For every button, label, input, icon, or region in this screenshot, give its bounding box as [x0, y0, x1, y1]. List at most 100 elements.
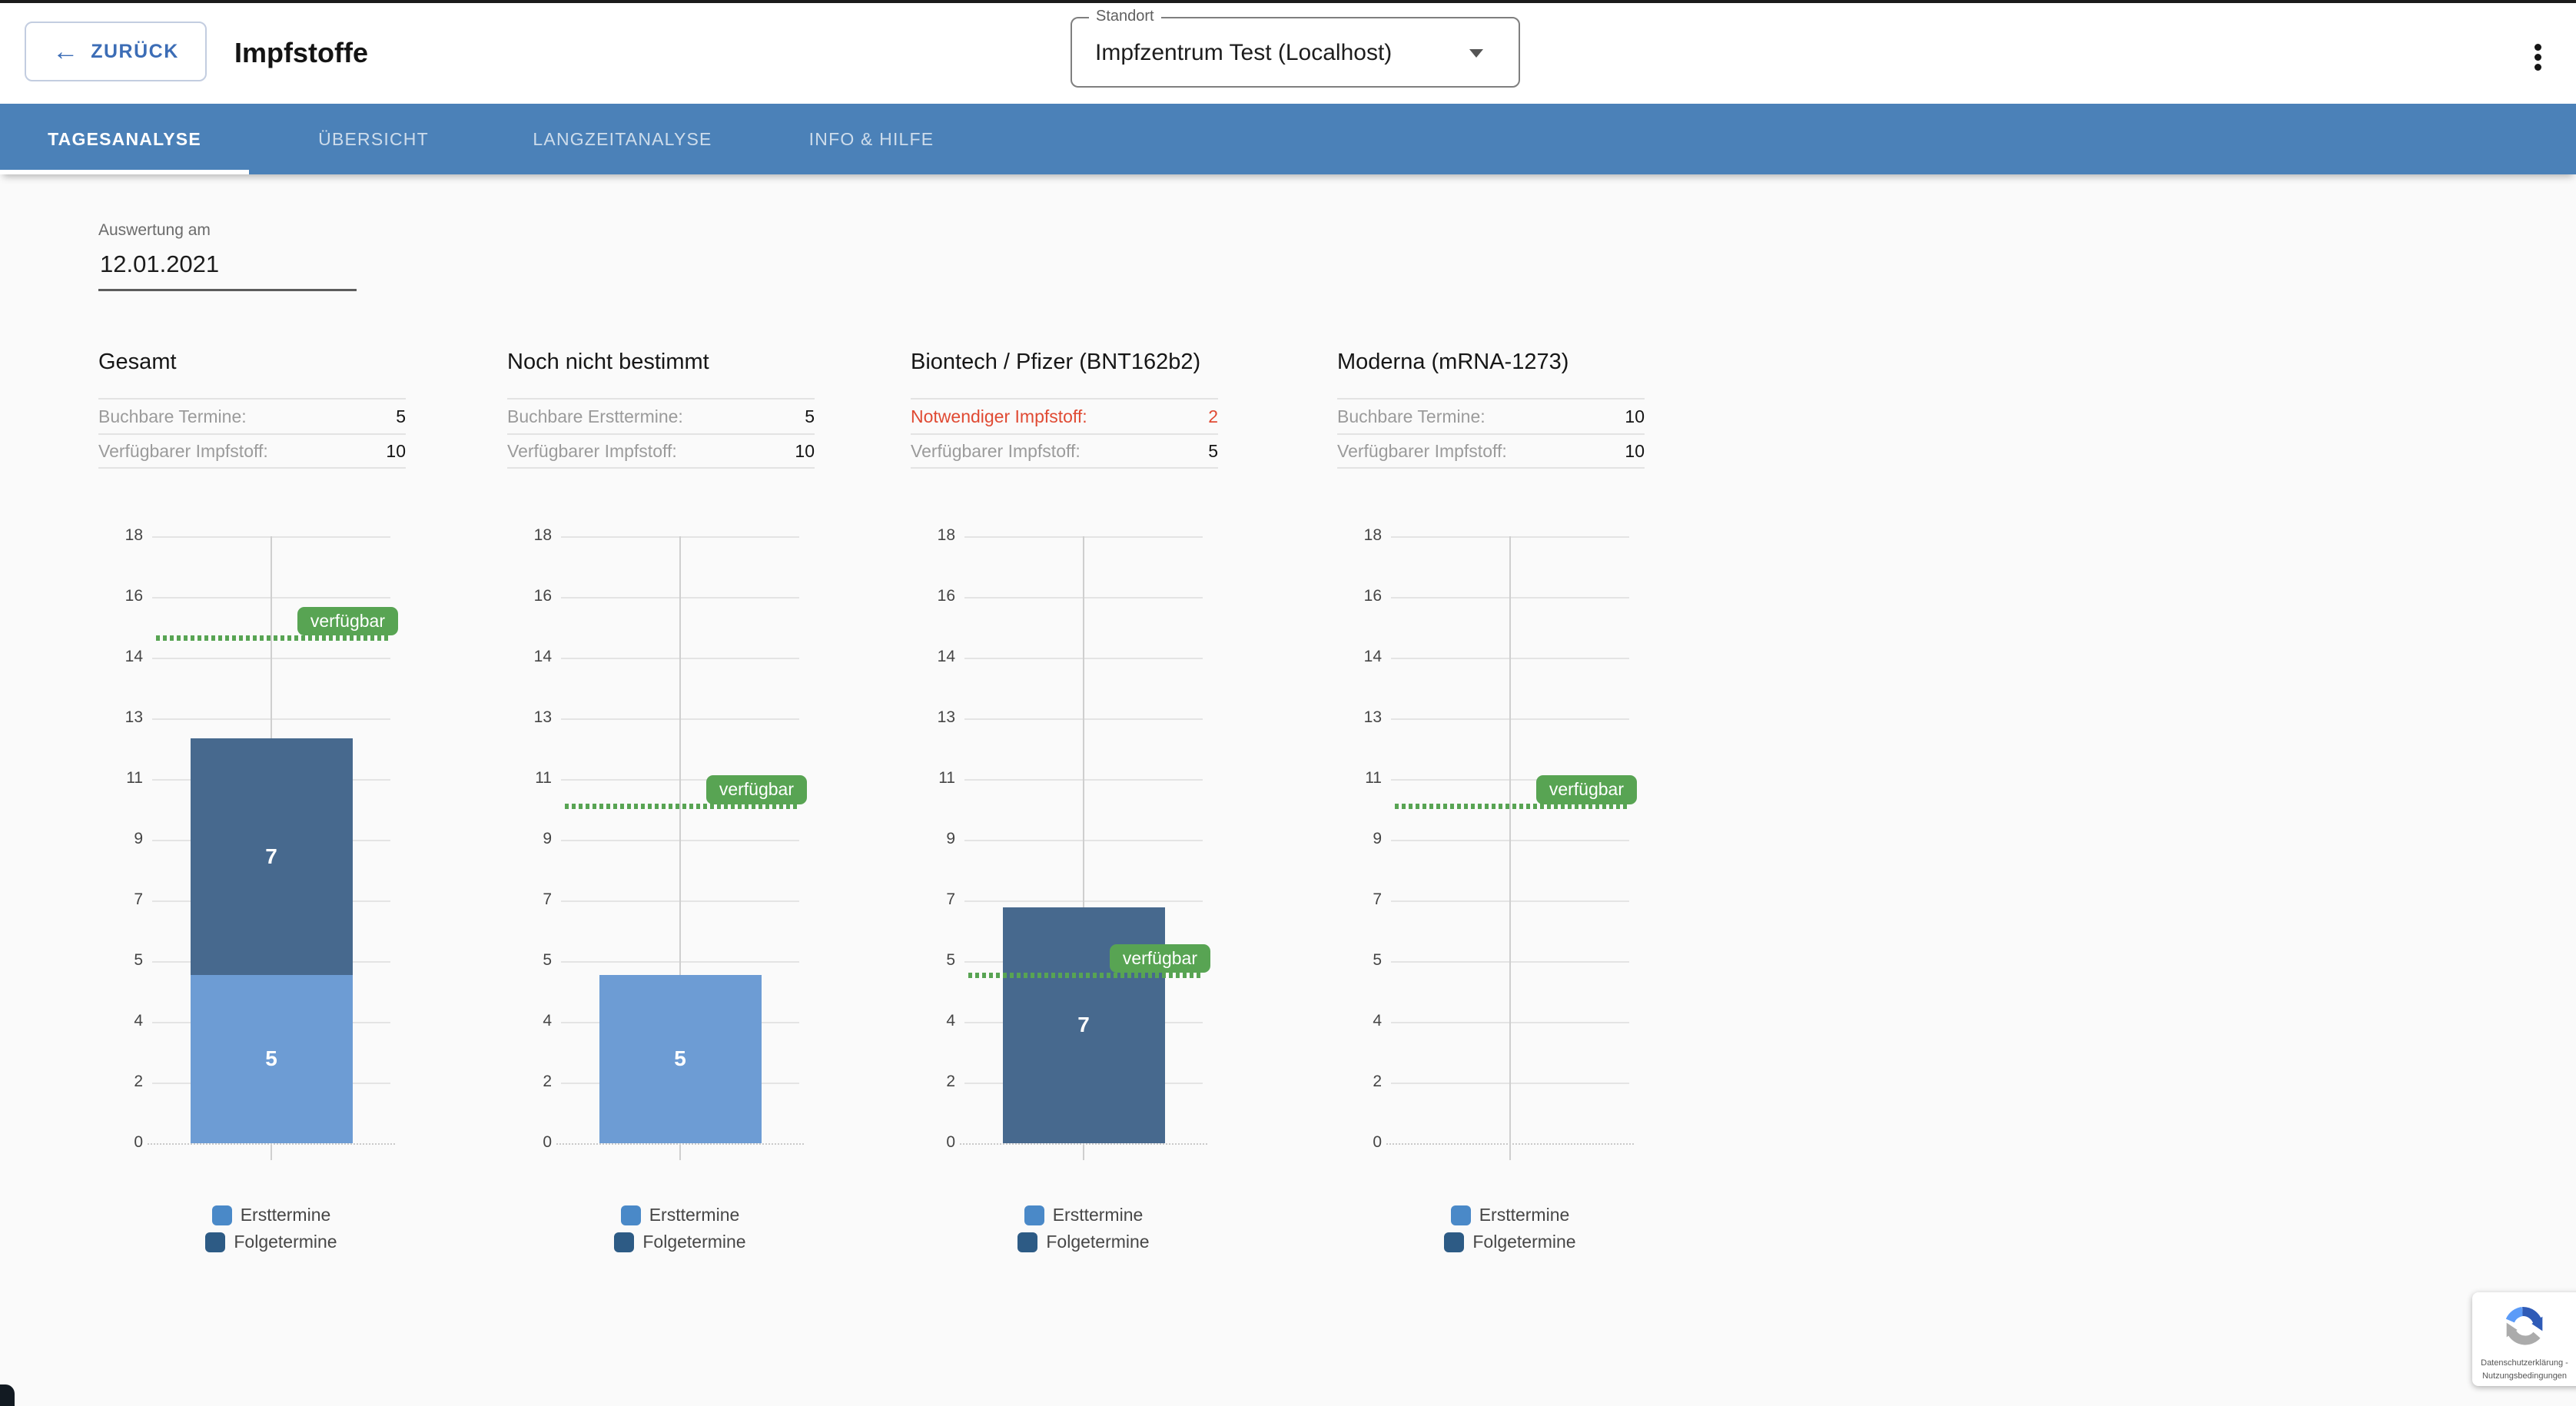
y-axis-tick-label: 11 — [535, 769, 552, 787]
stats-table: Notwendiger Impfstoff: 2 Verfügbarer Imp… — [911, 398, 1218, 469]
tab-label: ÜBERSICHT — [318, 128, 429, 149]
available-threshold-line — [565, 804, 799, 810]
y-axis-tick-label: 9 — [543, 830, 552, 847]
standort-select-label: Standort — [1089, 8, 1161, 25]
available-label-pill: verfügbar — [705, 775, 807, 804]
chart-legend: Ersttermine Folgetermine — [561, 1205, 799, 1252]
y-axis-tick-label: 11 — [938, 769, 955, 787]
chart-legend: Ersttermine Folgetermine — [964, 1205, 1203, 1252]
tab-info-hilfe[interactable]: INFO & HILFE — [747, 104, 996, 174]
evaluation-date-field: Auswertung am — [98, 221, 357, 291]
bar-chart: 0 2 4 5 7 9 11 13 14 16 18 7 verfügbar Ersttermine Fol… — [911, 526, 1218, 1283]
y-axis-tick-label: 2 — [1373, 1073, 1382, 1090]
available-label-pill: verfügbar — [1109, 943, 1210, 973]
legend-label: Ersttermine — [1052, 1205, 1144, 1225]
legend-swatch — [1450, 1205, 1471, 1225]
tab-label: LANGZEITANALYSE — [533, 128, 712, 149]
stat-label: Verfügbarer Impfstoff: — [98, 440, 268, 461]
recaptcha-badge[interactable]: Datenschutzerklärung - Nutzungsbedingung… — [2472, 1292, 2576, 1386]
legend-swatch — [205, 1232, 226, 1252]
kebab-dot — [2534, 63, 2541, 71]
stat-row: Buchbare Termine: 10 — [1337, 398, 1645, 433]
legend-swatch — [1444, 1232, 1465, 1252]
back-button-label: ZURÜCK — [91, 40, 179, 62]
y-axis-tick-label: 14 — [533, 648, 552, 665]
y-axis-tick-label: 0 — [1373, 1133, 1382, 1151]
legend-item-folgetermine: Folgetermine — [1444, 1232, 1576, 1252]
y-axis-tick-label: 4 — [946, 1012, 955, 1030]
tab-uebersicht[interactable]: ÜBERSICHT — [249, 104, 498, 174]
legend-item-folgetermine: Folgetermine — [1017, 1232, 1150, 1252]
y-axis-tick-label: 13 — [1363, 708, 1382, 726]
y-axis-tick-label: 4 — [543, 1012, 552, 1030]
panel-title: Gesamt — [98, 350, 177, 374]
back-arrow-icon: ← — [52, 37, 79, 66]
legend-item-ersttermine: Ersttermine — [1024, 1205, 1144, 1225]
available-label-pill: verfügbar — [297, 606, 398, 636]
stat-label: Verfügbarer Impfstoff: — [1337, 440, 1507, 461]
stat-row: Buchbare Termine: 5 — [98, 398, 406, 433]
y-axis-tick-label: 5 — [946, 951, 955, 969]
legend-swatch — [1024, 1205, 1044, 1225]
stat-label: Verfügbarer Impfstoff: — [911, 440, 1081, 461]
stat-value: 5 — [1208, 440, 1218, 461]
tab-tagesanalyse[interactable]: TAGESANALYSE — [0, 104, 249, 174]
available-threshold-line — [156, 635, 390, 641]
y-axis-tick-label: 16 — [533, 587, 552, 605]
overflow-menu-button[interactable] — [2522, 37, 2553, 77]
available-threshold-line — [1395, 804, 1629, 810]
stat-value: 5 — [396, 406, 406, 426]
y-axis-tick-label: 2 — [543, 1073, 552, 1090]
stats-table: Buchbare Ersttermine: 5 Verfügbarer Impf… — [507, 398, 815, 469]
y-axis-tick-label: 18 — [533, 526, 552, 544]
y-axis-tick-label: 16 — [1363, 587, 1382, 605]
legend-swatch — [620, 1205, 641, 1225]
stat-value: 5 — [805, 406, 815, 426]
y-axis-tick-label: 4 — [134, 1012, 143, 1030]
stat-row: Verfügbarer Impfstoff: 10 — [1337, 433, 1645, 469]
available-label-pill: verfügbar — [1535, 775, 1637, 804]
page-title: Impfstoffe — [234, 37, 368, 68]
y-axis-tick-label: 9 — [134, 830, 143, 847]
tab-label: TAGESANALYSE — [48, 128, 201, 149]
y-axis-tick-label: 7 — [543, 890, 552, 908]
bar-value-label: 5 — [674, 1046, 686, 1071]
category-axis-line — [1509, 536, 1511, 1160]
evaluation-date-label: Auswertung am — [98, 221, 211, 239]
back-button[interactable]: ← ZURÜCK — [25, 22, 207, 81]
screen-top-edge — [0, 0, 2576, 3]
legend-label: Ersttermine — [240, 1205, 331, 1225]
y-axis-tick-label: 14 — [124, 648, 143, 665]
y-axis-tick-label: 0 — [543, 1133, 552, 1151]
standort-select-value: Impfzentrum Test (Localhost) — [1095, 40, 1393, 65]
tab-langzeitanalyse[interactable]: LANGZEITANALYSE — [498, 104, 747, 174]
category-axis-line — [679, 536, 681, 1160]
legend-item-ersttermine: Ersttermine — [211, 1205, 331, 1225]
y-axis-tick-label: 0 — [946, 1133, 955, 1151]
y-axis-tick-label: 5 — [1373, 951, 1382, 969]
standort-select[interactable]: Standort Impfzentrum Test (Localhost) — [1071, 8, 1520, 88]
evaluation-date-input[interactable] — [98, 250, 357, 291]
legend-label: Folgetermine — [1046, 1232, 1150, 1252]
legend-label: Folgetermine — [1472, 1232, 1576, 1252]
y-axis-tick-label: 11 — [1365, 769, 1382, 787]
y-axis-tick-label: 11 — [126, 769, 143, 787]
app-header: ← ZURÜCK Impfstoffe Standort Impfzentrum… — [0, 3, 2576, 104]
tab-bar: TAGESANALYSE ÜBERSICHT LANGZEITANALYSE I… — [0, 104, 2576, 174]
recaptcha-icon — [2505, 1307, 2543, 1345]
kebab-dot — [2534, 43, 2541, 51]
panel-gesamt: Gesamt Buchbare Termine: 5 Verfügbarer I… — [98, 350, 406, 1252]
panel-title: Moderna (mRNA-1273) — [1337, 350, 1569, 374]
stat-row: Verfügbarer Impfstoff: 10 — [507, 433, 815, 469]
stat-label: Buchbare Ersttermine: — [507, 406, 683, 426]
recaptcha-terms-text: Datenschutzerklärung - Nutzungsbedingung… — [2481, 1358, 2568, 1381]
bar-chart: 0 2 4 5 7 9 11 13 14 16 18 5 7 verfügbar Ersttermine Fo… — [98, 526, 406, 1283]
stat-row: Notwendiger Impfstoff: 2 — [911, 398, 1218, 433]
stat-row: Buchbare Ersttermine: 5 — [507, 398, 815, 433]
legend-item-folgetermine: Folgetermine — [614, 1232, 746, 1252]
bar-segment-folgetermine: 7 — [1002, 907, 1165, 1143]
legend-swatch — [614, 1232, 635, 1252]
y-axis-tick-label: 14 — [937, 648, 955, 665]
stat-label: Verfügbarer Impfstoff: — [507, 440, 677, 461]
y-axis-tick-label: 16 — [937, 587, 955, 605]
